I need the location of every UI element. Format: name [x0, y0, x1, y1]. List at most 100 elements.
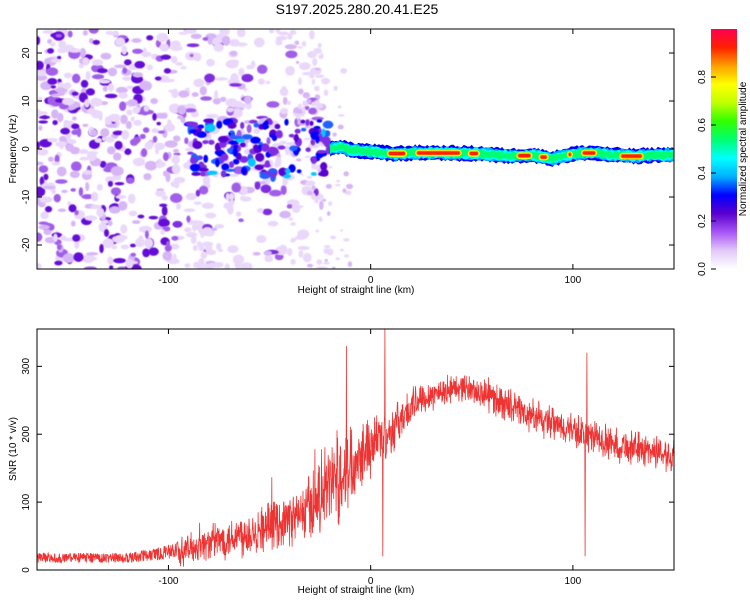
ridge-hot-red	[568, 152, 571, 157]
band-blob	[305, 119, 310, 126]
band-blob	[190, 156, 198, 164]
noise-blob	[54, 260, 63, 266]
noise-blob	[56, 112, 64, 123]
band-blob	[227, 122, 237, 129]
band-blob	[232, 158, 240, 165]
noise-blob	[40, 211, 49, 220]
noise-blob	[231, 182, 241, 193]
noise-blob	[191, 92, 199, 97]
band-blob	[220, 153, 229, 161]
noise-blob	[340, 248, 344, 252]
band-blob	[268, 168, 277, 174]
noise-blob	[102, 85, 108, 92]
noise-blob	[47, 95, 55, 105]
noise-blob	[201, 226, 214, 237]
noise-blob	[38, 224, 50, 230]
band-blob	[296, 169, 302, 174]
noise-blob	[108, 220, 113, 227]
noise-blob	[289, 29, 297, 36]
noise-blob	[285, 50, 298, 59]
band-blob	[215, 158, 220, 168]
band-blob	[315, 135, 320, 144]
noise-blob	[143, 238, 154, 249]
noise-blob	[86, 151, 97, 162]
noise-blob	[176, 105, 187, 115]
noise-blob	[123, 59, 132, 66]
noise-blob	[143, 173, 152, 181]
noise-blob	[173, 152, 181, 156]
band-blob	[239, 156, 249, 163]
noise-blob	[193, 52, 202, 62]
band-blob	[320, 162, 328, 171]
band-blob	[310, 139, 315, 145]
noise-blob	[290, 199, 294, 203]
colorbar-tick-label: 0.4	[697, 166, 708, 180]
colorbar: 0.0 0.2 0.4 0.6 0.8 Normalized spectral ampl…	[697, 29, 749, 276]
noise-blob	[92, 39, 100, 45]
noise-blob	[198, 244, 205, 252]
noise-blob	[164, 244, 172, 252]
colorbar-tick-label: 0.2	[697, 214, 708, 228]
noise-blob	[97, 68, 108, 74]
noise-blob	[337, 114, 345, 117]
noise-blob	[58, 135, 68, 143]
noise-blob	[200, 251, 208, 259]
noise-blob	[122, 76, 132, 81]
noise-blob	[202, 175, 211, 186]
noise-blob	[156, 121, 162, 126]
noise-blob	[186, 215, 191, 223]
noise-blob	[108, 31, 119, 36]
colorbar-ticks: 0.0 0.2 0.4 0.6 0.8	[697, 70, 716, 276]
noise-blob	[108, 113, 121, 123]
noise-blob	[70, 220, 76, 227]
noise-blob	[118, 200, 128, 211]
noise-blob	[225, 193, 230, 202]
noise-blob	[131, 220, 141, 225]
noise-blob	[314, 74, 325, 79]
band-blob	[228, 161, 235, 168]
noise-blob	[50, 58, 62, 63]
noise-blob	[328, 165, 333, 169]
noise-blob	[152, 135, 158, 143]
noise-blob	[72, 116, 77, 121]
noise-blob	[96, 183, 103, 191]
ridge-hot-red	[582, 151, 596, 155]
noise-blob	[206, 58, 215, 67]
noise-blob	[228, 192, 235, 201]
noise-blob	[67, 30, 73, 38]
band-blob	[247, 158, 256, 167]
band-blob	[189, 129, 197, 134]
noise-blob	[171, 154, 180, 165]
band-blob	[192, 140, 203, 150]
noise-blob	[297, 229, 310, 239]
noise-blob	[159, 43, 170, 52]
spectrogram-y-tick-label: 10	[21, 95, 32, 107]
noise-blob	[336, 179, 341, 183]
noise-blob	[243, 95, 252, 104]
noise-blob	[297, 103, 302, 110]
noise-blob	[158, 218, 170, 228]
noise-blob	[47, 48, 55, 54]
noise-blob	[111, 245, 118, 250]
noise-blob	[65, 139, 77, 145]
spectrogram-y-tick-label: -20	[21, 237, 32, 252]
noise-blob	[78, 148, 89, 155]
noise-blob	[199, 86, 207, 96]
noise-blob	[47, 77, 58, 85]
noise-blob	[185, 192, 197, 201]
noise-blob	[127, 193, 136, 204]
noise-blob	[129, 138, 139, 146]
noise-blob	[229, 83, 242, 87]
noise-blob	[240, 262, 253, 269]
noise-blob	[102, 238, 114, 249]
noise-blob	[44, 206, 53, 213]
noise-blob	[132, 72, 144, 78]
noise-blob	[126, 177, 135, 184]
band-blob	[230, 133, 236, 140]
noise-blob	[38, 165, 49, 173]
noise-blob	[121, 130, 130, 140]
noise-blob	[42, 185, 56, 190]
band-blob	[305, 147, 311, 153]
band-blob	[250, 136, 261, 144]
